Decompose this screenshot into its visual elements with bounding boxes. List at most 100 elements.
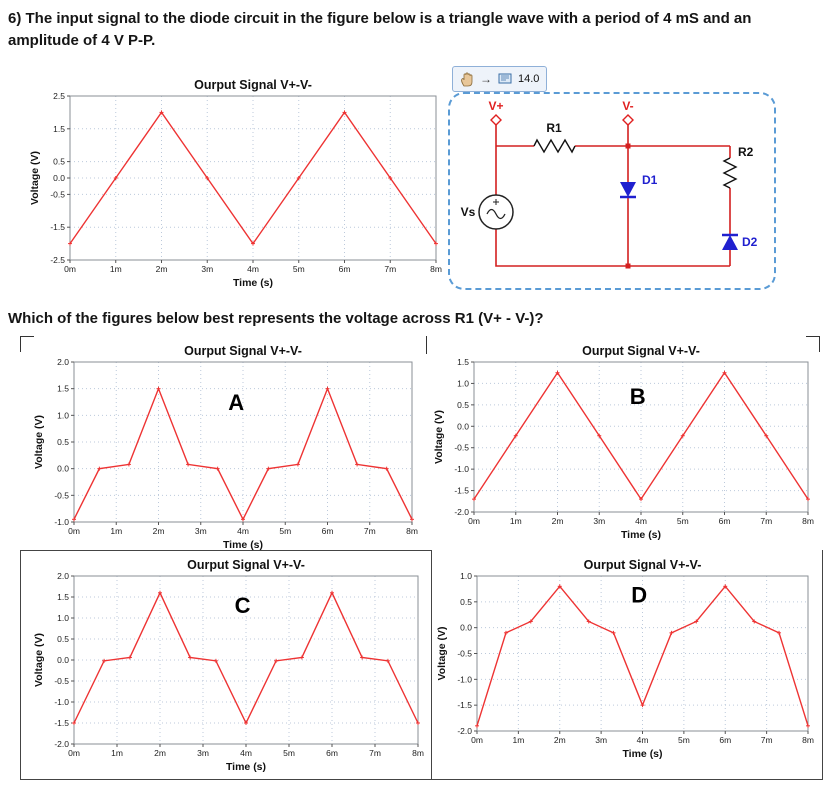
svg-text:5m: 5m: [283, 748, 295, 758]
question-line-1: 6) The input signal to the diode circuit…: [8, 10, 752, 27]
frame-corner-topright: [806, 336, 820, 352]
r1-label: R1: [546, 121, 562, 135]
svg-text:1.5: 1.5: [457, 357, 469, 367]
svg-text:3m: 3m: [201, 264, 213, 274]
svg-text:1.0: 1.0: [457, 378, 469, 388]
svg-text:0.0: 0.0: [57, 464, 69, 474]
svg-text:Voltage (V): Voltage (V): [436, 626, 448, 680]
svg-text:-1.5: -1.5: [50, 222, 65, 232]
svg-text:-2.0: -2.0: [454, 507, 469, 517]
frame-box-bottom-right: [432, 550, 823, 780]
vplus-node-marker: [490, 114, 502, 126]
svg-text:4m: 4m: [247, 264, 259, 274]
node-dot-top: [625, 143, 631, 149]
svg-text:-1.0: -1.0: [54, 517, 69, 527]
svg-text:2.5: 2.5: [53, 91, 65, 101]
svg-text:Time (s): Time (s): [226, 761, 266, 773]
r2-label: R2: [738, 145, 754, 159]
vplus-label: V+: [488, 99, 503, 113]
svg-text:-1.5: -1.5: [54, 718, 69, 728]
svg-text:Ourput Signal V+-V-: Ourput Signal V+-V-: [187, 558, 305, 572]
svg-text:6m: 6m: [719, 516, 731, 526]
svg-text:Time (s): Time (s): [223, 539, 263, 551]
r2-resistor: [722, 157, 738, 189]
option-a-chart: 0m 1m 2m 3m 4m 5m 6m 7m 8m 2.0 1.5 1.0 0.5 0.0 -0.5 -1.…: [32, 342, 424, 552]
svg-text:4m: 4m: [237, 526, 249, 536]
svg-text:2.0: 2.0: [57, 357, 69, 367]
circuit-wires: [495, 125, 731, 267]
svg-text:8m: 8m: [406, 526, 418, 536]
svg-text:2.0: 2.0: [57, 571, 69, 581]
svg-text:0m: 0m: [68, 526, 80, 536]
svg-text:2m: 2m: [154, 748, 166, 758]
svg-text:6m: 6m: [326, 748, 338, 758]
svg-text:7m: 7m: [369, 748, 381, 758]
screen-icon[interactable]: [498, 73, 512, 85]
d1-diode: [620, 182, 636, 199]
svg-text:5m: 5m: [678, 735, 690, 745]
svg-text:5m: 5m: [677, 516, 689, 526]
r1-resistor: [533, 138, 576, 154]
svg-text:7m: 7m: [761, 735, 773, 745]
svg-text:Voltage (V): Voltage (V): [29, 151, 41, 205]
d2-diode: [722, 233, 738, 250]
svg-text:1.0: 1.0: [460, 571, 472, 581]
question-line-2: amplitude of 4 V P-P.: [8, 31, 156, 49]
svg-text:0.0: 0.0: [57, 655, 69, 665]
svg-text:0.5: 0.5: [57, 634, 69, 644]
svg-text:8m: 8m: [412, 748, 424, 758]
svg-text:-1.5: -1.5: [454, 486, 469, 496]
frame-box-bottom-left: [20, 550, 432, 780]
vs-label: Vs: [461, 205, 476, 219]
svg-text:7m: 7m: [760, 516, 772, 526]
svg-text:0m: 0m: [468, 516, 480, 526]
svg-text:1.5: 1.5: [53, 124, 65, 134]
svg-text:-1.5: -1.5: [457, 700, 472, 710]
frame-divider-top: [426, 336, 427, 354]
svg-text:1m: 1m: [110, 264, 122, 274]
svg-text:-2.0: -2.0: [457, 726, 472, 736]
svg-text:Ourput Signal V+-V-: Ourput Signal V+-V-: [584, 558, 702, 572]
svg-text:D: D: [631, 582, 647, 607]
frame-corner-topleft: [20, 336, 34, 352]
svg-text:1.0: 1.0: [57, 613, 69, 623]
svg-text:Voltage (V): Voltage (V): [433, 410, 445, 464]
svg-text:6m: 6m: [322, 526, 334, 536]
svg-text:Ourput Signal V+-V-: Ourput Signal V+-V-: [184, 344, 302, 358]
svg-text:7m: 7m: [364, 526, 376, 536]
svg-text:0m: 0m: [471, 735, 483, 745]
circuit-diagram: V+ V- R1 D1 R2 D2 Vs: [461, 99, 758, 269]
svg-text:Time (s): Time (s): [622, 748, 662, 760]
svg-text:6m: 6m: [339, 264, 351, 274]
simulator-toolbar[interactable]: → 14.0: [452, 66, 548, 92]
svg-text:0.5: 0.5: [460, 597, 472, 607]
svg-text:4m: 4m: [637, 735, 649, 745]
svg-text:0.5: 0.5: [53, 157, 65, 167]
svg-text:1m: 1m: [110, 526, 122, 536]
svg-text:1.5: 1.5: [57, 384, 69, 394]
svg-text:8m: 8m: [430, 264, 442, 274]
option-c-chart: 0m 1m 2m 3m 4m 5m 6m 7m 8m 2.0 1.5 1.0 0.5 0.0 -0.5 -1.…: [32, 556, 430, 774]
svg-text:0.0: 0.0: [457, 421, 469, 431]
toolbar-value: 14.0: [518, 73, 540, 85]
svg-text:-0.5: -0.5: [457, 649, 472, 659]
hand-tool-icon[interactable]: [460, 71, 474, 87]
svg-text:1m: 1m: [512, 735, 524, 745]
svg-text:-1.0: -1.0: [454, 464, 469, 474]
sine-symbol: [486, 208, 506, 220]
svg-text:Voltage (V): Voltage (V): [33, 415, 45, 469]
svg-text:0.0: 0.0: [460, 623, 472, 633]
svg-text:8m: 8m: [802, 735, 814, 745]
svg-text:Ourput Signal V+-V-: Ourput Signal V+-V-: [194, 78, 312, 92]
plus-polarity-mark: [493, 199, 499, 205]
svg-text:Ourput Signal V+-V-: Ourput Signal V+-V-: [582, 344, 700, 358]
answer-options-grid: 0m 1m 2m 3m 4m 5m 6m 7m 8m 2.0 1.5 1.0 0.5 0.0 -0.5 -1.…: [20, 336, 823, 782]
sub-question-text: Which of the figures below best represen…: [8, 310, 544, 327]
svg-text:8m: 8m: [802, 516, 814, 526]
svg-text:1m: 1m: [510, 516, 522, 526]
svg-text:3m: 3m: [593, 516, 605, 526]
node-dot-bottom: [625, 263, 631, 269]
svg-text:1.5: 1.5: [57, 592, 69, 602]
d2-label: D2: [742, 235, 758, 249]
